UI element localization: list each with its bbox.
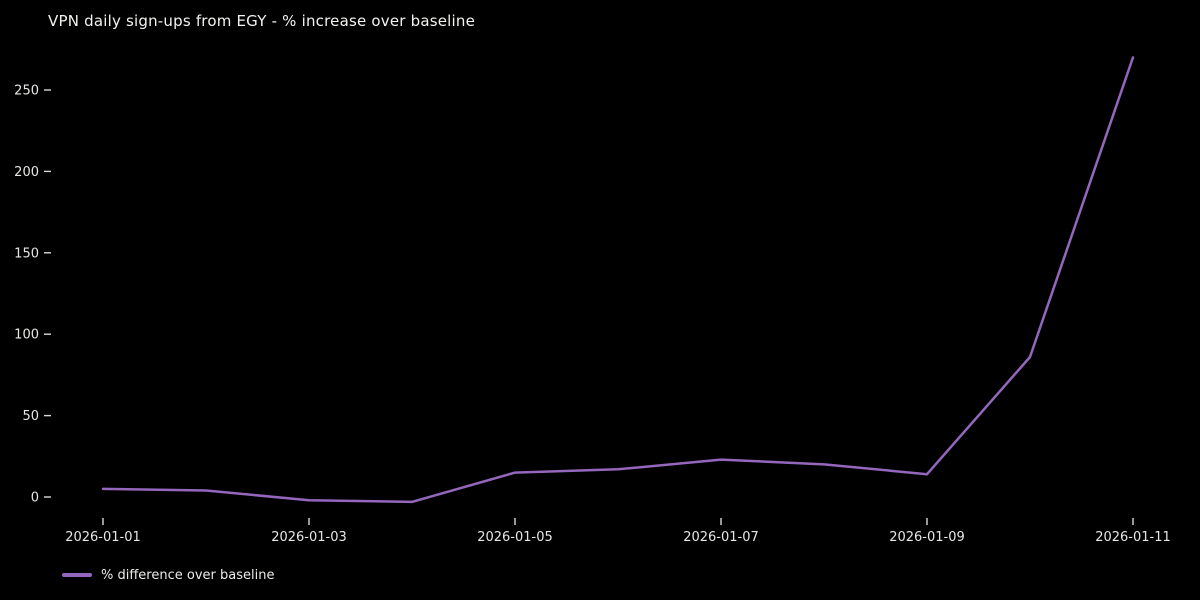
legend-label: % difference over baseline [101,567,275,583]
chart-title: VPN daily sign-ups from EGY - % increase… [48,12,476,30]
chart-legend: % difference over baseline [62,566,274,584]
y-tick-label: 50 [22,409,39,424]
legend-line-swatch [62,573,92,577]
x-tick-label: 2026-01-09 [889,530,965,545]
y-tick-label: 200 [14,165,39,180]
y-tick-label: 0 [31,491,39,506]
y-tick-label: 250 [14,84,39,99]
x-tick-label: 2026-01-01 [65,530,141,545]
x-tick-label: 2026-01-07 [683,530,759,545]
x-tick-label: 2026-01-05 [477,530,553,545]
y-tick-label: 100 [14,328,39,343]
data-series-line [101,56,1135,504]
y-tick-label: 150 [14,246,39,261]
x-tick-label: 2026-01-11 [1095,530,1171,545]
x-tick-label: 2026-01-03 [271,530,347,545]
